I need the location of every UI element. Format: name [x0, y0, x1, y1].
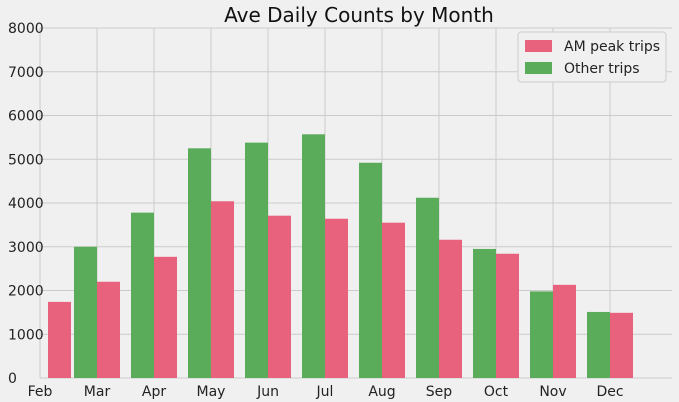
bar-other-trips [188, 148, 211, 378]
legend-swatch-am-peak [525, 40, 552, 52]
bar-am-peak-trips [48, 301, 71, 378]
bar-other-trips [530, 291, 553, 378]
y-tick-label: 7000 [8, 65, 44, 81]
y-tick-label: 6000 [8, 109, 44, 125]
x-tick-label: Jul [316, 384, 334, 400]
x-tick-label: Jun [256, 384, 279, 400]
bar-other-trips [473, 248, 496, 378]
x-tick-label: May [197, 384, 226, 400]
x-tick-label: Dec [596, 384, 623, 400]
legend: AM peak trips Other trips [517, 31, 667, 83]
bar-am-peak-trips [496, 253, 519, 378]
bar-am-peak-trips [154, 256, 177, 378]
y-tick-label: 5000 [8, 152, 44, 168]
y-tick-label: 1000 [8, 327, 44, 343]
x-tick-label: Feb [28, 384, 53, 400]
bar-am-peak-trips [268, 215, 291, 378]
y-tick-label: 8000 [8, 21, 44, 37]
legend-swatch-other [525, 62, 552, 74]
bar-am-peak-trips [439, 239, 462, 378]
y-tick-label: 0 [8, 371, 17, 387]
x-axis-ticks: Feb Mar Apr May Jun Jul Aug Sep Oct Nov Dec [28, 384, 624, 400]
bar-other-trips [587, 311, 610, 378]
x-tick-label: Nov [539, 384, 566, 400]
bar-am-peak-trips [325, 218, 348, 378]
x-tick-label: Oct [484, 384, 509, 400]
bar-other-trips [416, 197, 439, 378]
y-tick-label: 4000 [8, 196, 44, 212]
chart-title: Ave Daily Counts by Month [224, 3, 494, 27]
legend-box [517, 31, 667, 83]
bar-other-trips [245, 142, 268, 378]
legend-label-other: Other trips [564, 61, 640, 77]
y-tick-label: 3000 [8, 240, 44, 256]
bar-am-peak-trips [97, 281, 120, 378]
bar-other-trips [359, 162, 382, 378]
bar-other-trips [74, 246, 97, 378]
bars [48, 134, 633, 378]
y-axis-ticks: 0 1000 2000 3000 4000 5000 6000 7000 8000 [8, 21, 44, 387]
legend-label-am-peak: AM peak trips [564, 39, 660, 55]
bar-am-peak-trips [610, 312, 633, 378]
bar-am-peak-trips [211, 201, 234, 378]
bar-other-trips [131, 212, 154, 378]
bar-other-trips [302, 134, 325, 378]
bar-am-peak-trips [553, 284, 576, 378]
x-tick-label: Sep [426, 384, 453, 400]
x-tick-label: Mar [84, 384, 111, 400]
bar-am-peak-trips [382, 222, 405, 378]
y-tick-label: 2000 [8, 284, 44, 300]
x-tick-label: Apr [142, 384, 166, 400]
x-tick-label: Aug [368, 384, 395, 400]
